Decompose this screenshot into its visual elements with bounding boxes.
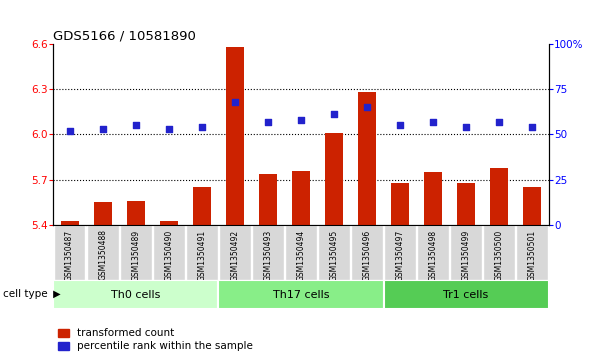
Point <box>428 119 438 125</box>
FancyBboxPatch shape <box>285 225 317 280</box>
FancyBboxPatch shape <box>417 225 449 280</box>
Bar <box>127 201 145 225</box>
Point <box>329 111 339 117</box>
Point <box>263 119 273 125</box>
Point <box>131 122 140 128</box>
FancyBboxPatch shape <box>120 225 152 280</box>
Point <box>527 124 537 130</box>
Bar <box>490 168 508 225</box>
Text: GSM1350499: GSM1350499 <box>461 229 471 281</box>
Text: GSM1350494: GSM1350494 <box>296 229 306 281</box>
Bar <box>94 202 112 225</box>
Text: GSM1350489: GSM1350489 <box>131 229 140 281</box>
Text: GSM1350501: GSM1350501 <box>527 229 537 281</box>
FancyBboxPatch shape <box>186 225 218 280</box>
Bar <box>424 172 442 225</box>
Bar <box>193 187 211 225</box>
FancyBboxPatch shape <box>54 225 86 280</box>
FancyBboxPatch shape <box>483 225 515 280</box>
FancyBboxPatch shape <box>450 225 482 280</box>
FancyBboxPatch shape <box>153 225 185 280</box>
FancyBboxPatch shape <box>351 225 383 280</box>
Text: GDS5166 / 10581890: GDS5166 / 10581890 <box>53 29 196 42</box>
Bar <box>358 92 376 225</box>
Text: GSM1350488: GSM1350488 <box>98 229 107 280</box>
Text: GSM1350496: GSM1350496 <box>362 229 372 281</box>
Bar <box>325 133 343 225</box>
Text: GSM1350495: GSM1350495 <box>329 229 339 281</box>
Text: Th17 cells: Th17 cells <box>273 290 329 301</box>
Bar <box>226 46 244 225</box>
Text: GSM1350490: GSM1350490 <box>164 229 173 281</box>
Text: Th0 cells: Th0 cells <box>111 290 160 301</box>
Text: Tr1 cells: Tr1 cells <box>444 290 489 301</box>
FancyBboxPatch shape <box>219 225 251 280</box>
Text: cell type: cell type <box>2 289 47 299</box>
Bar <box>259 174 277 225</box>
Bar <box>61 220 78 225</box>
FancyBboxPatch shape <box>218 280 384 309</box>
FancyBboxPatch shape <box>384 225 416 280</box>
Text: GSM1350498: GSM1350498 <box>428 229 438 281</box>
FancyBboxPatch shape <box>318 225 350 280</box>
Point <box>65 128 74 134</box>
Bar <box>523 187 541 225</box>
Point <box>395 122 405 128</box>
Point <box>98 126 107 132</box>
Point <box>362 104 372 110</box>
Bar <box>457 183 475 225</box>
FancyBboxPatch shape <box>53 280 218 309</box>
FancyBboxPatch shape <box>384 280 549 309</box>
Point <box>296 117 306 123</box>
Point <box>197 124 206 130</box>
Point <box>230 99 240 105</box>
Bar <box>292 171 310 225</box>
Text: ▶: ▶ <box>50 289 61 299</box>
Text: GSM1350493: GSM1350493 <box>263 229 273 281</box>
Point <box>494 119 504 125</box>
Text: GSM1350497: GSM1350497 <box>395 229 405 281</box>
FancyBboxPatch shape <box>516 225 548 280</box>
FancyBboxPatch shape <box>252 225 284 280</box>
Bar <box>160 220 178 225</box>
Text: GSM1350491: GSM1350491 <box>197 229 206 281</box>
Bar <box>391 183 409 225</box>
Point <box>164 126 173 132</box>
Text: GSM1350500: GSM1350500 <box>494 229 504 281</box>
Point <box>461 124 471 130</box>
FancyBboxPatch shape <box>87 225 119 280</box>
Text: GSM1350487: GSM1350487 <box>65 229 74 281</box>
Text: GSM1350492: GSM1350492 <box>230 229 240 281</box>
Legend: transformed count, percentile rank within the sample: transformed count, percentile rank withi… <box>58 328 253 351</box>
